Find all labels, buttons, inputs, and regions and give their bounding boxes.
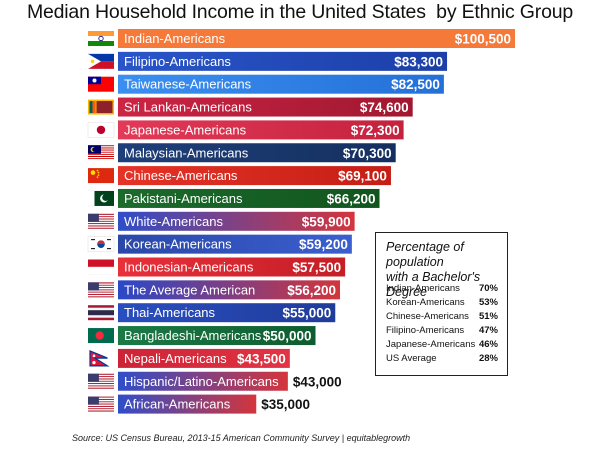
table-row-value: 28% <box>478 353 498 364</box>
table-row: US Average 28% <box>386 353 498 366</box>
japan-flag-icon <box>87 122 115 138</box>
malaysia-flag-icon <box>88 145 114 161</box>
bars-layer <box>118 29 515 414</box>
nepal-flag-icon <box>89 350 110 367</box>
bar-label: The Average American <box>124 282 255 297</box>
bar-value-label: $59,900 <box>302 214 351 229</box>
table-row-label: US Average <box>386 353 437 364</box>
bar-label: Indian-Americans <box>124 31 226 46</box>
indonesia-flag-icon <box>87 259 115 275</box>
china-flag-icon <box>88 168 114 184</box>
bar-label: Indonesian-Americans <box>124 260 254 275</box>
bar-label: Sri Lankan-Americans <box>124 100 252 115</box>
bar-value-label: $83,300 <box>394 54 443 69</box>
bar-label: Taiwanese-Americans <box>124 77 252 92</box>
pakistan-flag-icon <box>88 190 114 206</box>
bar-value-label: $66,200 <box>327 191 376 206</box>
table-row-value: 53% <box>478 297 498 308</box>
bar <box>118 74 444 94</box>
table-row-label: Indian-Americans <box>386 283 460 294</box>
income-bar-chart: Indian-Americans $100,500 Filipino-America… <box>87 29 515 414</box>
bar-label: Pakistani-Americans <box>124 191 243 206</box>
bar <box>118 166 391 186</box>
bar-label: Chinese-Americans <box>124 168 238 183</box>
bar <box>118 188 380 208</box>
bar <box>118 348 290 368</box>
bar <box>118 97 413 117</box>
sri-lanka-flag-icon <box>88 99 114 115</box>
bar-value-label: $70,300 <box>343 146 392 161</box>
bar <box>118 51 448 71</box>
bar-value-label: $56,200 <box>287 283 336 298</box>
bachelor-degree-table: Percentage of population with a Bachelor… <box>375 232 508 376</box>
labels-layer: Indian-Americans $100,500 Filipino-America… <box>124 31 511 412</box>
south-korea-flag-icon <box>87 236 115 252</box>
table-row: Indian-Americans 70% <box>386 283 498 296</box>
usa-flag-icon <box>88 282 114 298</box>
bar-label: Malaysian-Americans <box>124 145 249 160</box>
bar-label: Japanese-Americans <box>124 122 247 137</box>
bar-value-label: $43,000 <box>293 374 342 389</box>
table-title-line2: with a Bachelor's Degree <box>386 270 481 299</box>
table-row-value: 70% <box>478 283 498 294</box>
india-flag-icon <box>88 31 114 46</box>
bar-value-label: $69,100 <box>338 169 387 184</box>
bar-value-label: $43,500 <box>237 351 286 366</box>
table-row: Korean-Americans 53% <box>386 297 498 310</box>
taiwan-flag-icon <box>88 76 114 92</box>
table-title: Percentage of population with a Bachelor… <box>386 240 508 300</box>
bar <box>118 371 288 391</box>
bar-label: African-Americans <box>124 397 231 412</box>
philippines-flag-icon <box>88 53 114 69</box>
bar <box>118 394 257 414</box>
bar <box>118 326 316 346</box>
bar <box>118 29 515 48</box>
table-row-label: Filipino-Americans <box>386 325 465 336</box>
bar-label: Thai-Americans <box>124 305 216 320</box>
bar <box>118 303 336 323</box>
bar-label: Korean-Americans <box>124 237 232 252</box>
bar-value-label: $35,000 <box>261 397 310 412</box>
chart-title: Median Household Income in the United St… <box>26 1 574 23</box>
bar-label: Nepali-Americans <box>124 351 227 366</box>
bar <box>118 280 341 300</box>
bar-value-label: $100,500 <box>455 32 511 47</box>
usa-flag-icon <box>88 213 114 229</box>
bar <box>118 211 355 231</box>
table-row-value: 47% <box>478 325 498 336</box>
bar-label: Bangladeshi-Americans <box>124 328 262 343</box>
table-row-value: 46% <box>478 339 498 350</box>
table-row: Japanese-Americans 46% <box>386 339 498 352</box>
bar-value-label: $50,000 <box>263 329 312 344</box>
bar-label: White-Americans <box>124 214 223 229</box>
table-title-line1: Percentage of population <box>386 240 464 269</box>
source-note: Source: US Census Bureau, 2013-15 Americ… <box>72 433 411 443</box>
table-row-value: 51% <box>478 311 498 322</box>
table-row-label: Chinese-Americans <box>386 311 469 322</box>
table-row: Filipino-Americans 47% <box>386 325 498 338</box>
bar-label: Hispanic/Latino-Americans <box>124 374 279 389</box>
bar <box>118 143 396 163</box>
bar-label: Filipino-Americans <box>124 54 231 69</box>
bar-value-label: $57,500 <box>292 260 341 275</box>
thailand-flag-icon <box>88 305 114 321</box>
usa-flag-icon <box>88 373 114 389</box>
bar-value-label: $72,300 <box>351 123 400 138</box>
bar <box>118 234 352 254</box>
table-row: Chinese-Americans 51% <box>386 311 498 324</box>
bar <box>118 257 346 277</box>
bar-value-label: $82,500 <box>391 77 440 92</box>
table-row-label: Korean-Americans <box>386 297 465 308</box>
bangladesh-flag-icon <box>88 328 114 344</box>
bar-value-label: $74,600 <box>360 100 409 115</box>
usa-flag-icon <box>88 396 114 412</box>
bar-value-label: $55,000 <box>282 306 331 321</box>
flags-layer <box>87 31 115 412</box>
table-row-label: Japanese-Americans <box>386 339 476 350</box>
bar <box>118 120 404 140</box>
bar-value-label: $59,200 <box>299 237 348 252</box>
